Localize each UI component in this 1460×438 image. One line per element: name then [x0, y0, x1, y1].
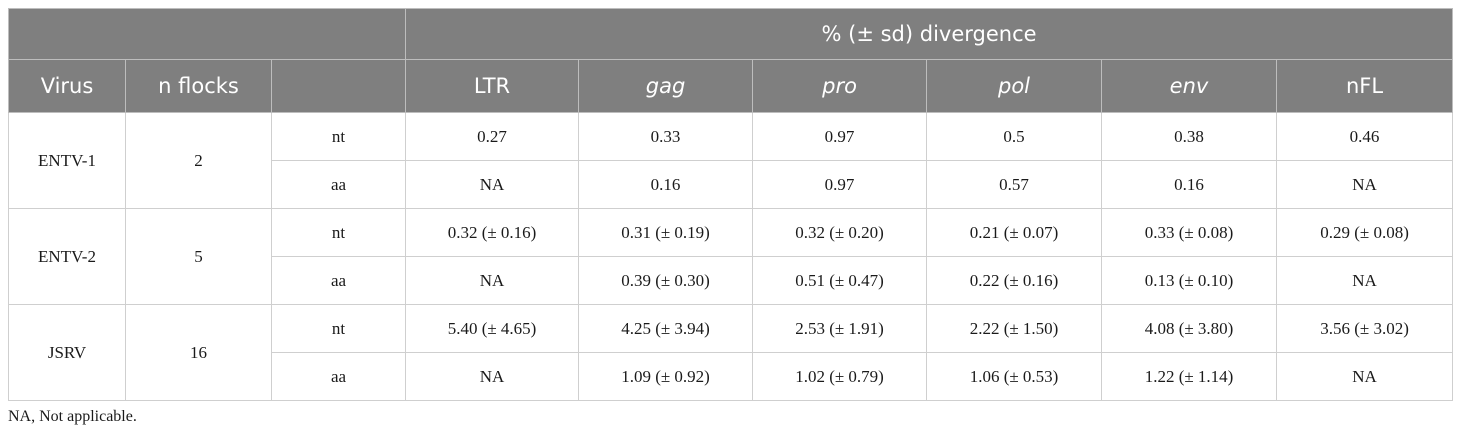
- value-cell: 1.22 (± 1.14): [1101, 352, 1278, 401]
- header-blank-cell: [7, 8, 407, 60]
- value-cell: 0.22 (± 0.16): [926, 256, 1103, 305]
- table-row: JSRV 16 nt 5.40 (± 4.65) 4.25 (± 3.94) 2…: [8, 304, 1454, 401]
- value-cell: 0.27: [405, 112, 580, 161]
- value-cell: NA: [405, 352, 580, 401]
- value-cell: NA: [1276, 256, 1454, 305]
- value-cell: NA: [1276, 352, 1454, 401]
- flocks-cell: 2: [125, 112, 272, 209]
- divergence-table: % (± sd) divergence Virus n flocks LTR g…: [7, 8, 1454, 401]
- value-cell: 0.29 (± 0.08): [1276, 208, 1454, 257]
- value-cell: 0.32 (± 0.20): [752, 208, 928, 257]
- value-cell: NA: [1276, 160, 1454, 209]
- value-cell: 2.22 (± 1.50): [926, 304, 1103, 353]
- value-cell: 0.16: [1101, 160, 1278, 209]
- value-cell: 1.06 (± 0.53): [926, 352, 1103, 401]
- value-cell: NA: [405, 160, 580, 209]
- header-nfl: nFL: [1276, 59, 1454, 113]
- value-cell: 0.97: [752, 160, 928, 209]
- type-cell: nt: [270, 304, 407, 353]
- virus-cell: ENTV-2: [8, 208, 126, 305]
- value-cell: 2.53 (± 1.91): [752, 304, 928, 353]
- value-cell: 0.33 (± 0.08): [1101, 208, 1278, 257]
- virus-cell: ENTV-1: [8, 112, 126, 209]
- header-row-columns: Virus n flocks LTR gag pro pol env nFL: [8, 59, 1454, 113]
- value-cell: 0.16: [578, 160, 754, 209]
- header-env: env: [1101, 59, 1278, 113]
- value-cell: 0.33: [578, 112, 754, 161]
- value-cell: 0.46: [1276, 112, 1454, 161]
- value-cell: 0.97: [752, 112, 928, 161]
- value-cell: 5.40 (± 4.65): [405, 304, 580, 353]
- virus-cell: JSRV: [8, 304, 126, 401]
- type-cell: aa: [270, 256, 407, 305]
- value-cell: 0.21 (± 0.07): [926, 208, 1103, 257]
- header-gag: gag: [578, 59, 754, 113]
- header-n-flocks: n flocks: [125, 59, 272, 113]
- value-cell: 0.51 (± 0.47): [752, 256, 928, 305]
- table-row: ENTV-2 5 nt 0.32 (± 0.16) 0.31 (± 0.19) …: [8, 208, 1454, 305]
- value-cell: 3.56 (± 3.02): [1276, 304, 1454, 353]
- value-cell: 4.08 (± 3.80): [1101, 304, 1278, 353]
- value-cell: 1.02 (± 0.79): [752, 352, 928, 401]
- header-pol: pol: [926, 59, 1103, 113]
- type-cell: aa: [270, 352, 407, 401]
- table-row: ENTV-1 2 nt 0.27 0.33 0.97 0.5 0.38 0.46: [8, 112, 1454, 209]
- value-cell: 0.31 (± 0.19): [578, 208, 754, 257]
- value-cell: NA: [405, 256, 580, 305]
- table-footnote: NA, Not applicable.: [8, 408, 137, 425]
- value-cell: 0.39 (± 0.30): [578, 256, 754, 305]
- value-cell: 4.25 (± 3.94): [578, 304, 754, 353]
- type-cell: nt: [270, 112, 407, 161]
- header-virus: Virus: [8, 59, 126, 113]
- table-row: aa NA 1.09 (± 0.92) 1.02 (± 0.79) 1.06 (…: [9, 352, 1454, 401]
- table-row: aa NA 0.16 0.97 0.57 0.16 NA: [9, 160, 1454, 209]
- header-divergence: % (± sd) divergence: [405, 8, 1454, 60]
- header-ltr: LTR: [405, 59, 580, 113]
- value-cell: 0.5: [926, 112, 1103, 161]
- value-cell: 0.13 (± 0.10): [1101, 256, 1278, 305]
- value-cell: 0.32 (± 0.16): [405, 208, 580, 257]
- flocks-cell: 5: [125, 208, 272, 305]
- value-cell: 1.09 (± 0.92): [578, 352, 754, 401]
- flocks-cell: 16: [125, 304, 272, 401]
- value-cell: 0.38: [1101, 112, 1278, 161]
- value-cell: 0.57: [926, 160, 1103, 209]
- type-cell: nt: [270, 208, 407, 257]
- header-type: [270, 59, 407, 113]
- header-pro: pro: [752, 59, 928, 113]
- table-row: aa NA 0.39 (± 0.30) 0.51 (± 0.47) 0.22 (…: [9, 256, 1454, 305]
- type-cell: aa: [270, 160, 407, 209]
- header-row-group: % (± sd) divergence: [7, 8, 1454, 60]
